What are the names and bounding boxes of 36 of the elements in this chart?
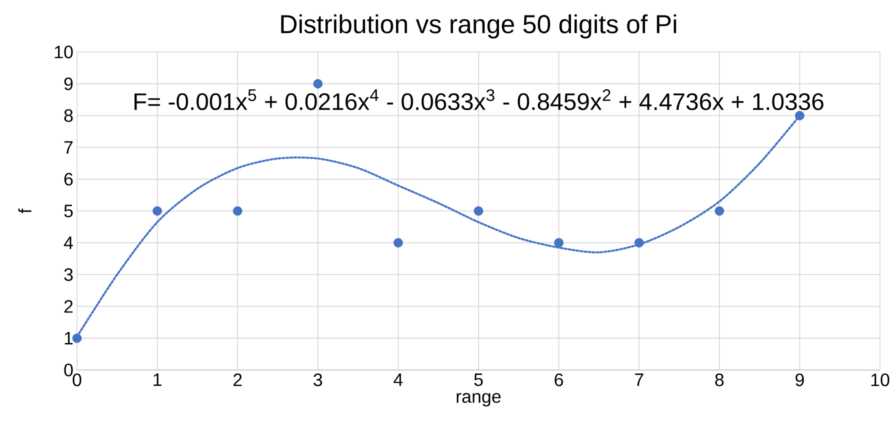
point	[72, 334, 82, 343]
point	[394, 238, 403, 248]
x-tick-label: 5	[474, 374, 483, 386]
y-tick-label: 2	[64, 300, 73, 313]
x-tick-label: 1	[154, 374, 162, 386]
x-axis-title: range	[456, 393, 501, 406]
y-tick-label: 9	[64, 77, 73, 90]
point	[714, 206, 724, 216]
x-tick-label: 9	[796, 374, 804, 386]
x-tick-label: 0	[72, 374, 82, 386]
y-tick-label: 4	[64, 236, 73, 249]
y-tick-label: 3	[64, 268, 73, 281]
point	[232, 206, 242, 216]
point	[795, 110, 804, 120]
point	[313, 79, 323, 88]
y-tick-label: 6	[64, 172, 73, 186]
y-tick-label: 1	[64, 332, 73, 344]
point	[152, 206, 162, 216]
y-tick-label: 8	[64, 109, 73, 122]
x-tick-label: 3	[314, 374, 322, 386]
x-tick-label: 4	[394, 374, 403, 386]
y-tick-label: 5	[64, 204, 73, 218]
x-tick-label: 2	[234, 374, 242, 386]
x-tick-label: 7	[635, 374, 644, 386]
y-tick-label: 7	[64, 141, 73, 154]
y-tick-label: 10	[54, 46, 73, 58]
chart-title: Distribution vs range 50 digits of Pi	[281, 14, 676, 38]
x-tick-label: 8	[715, 374, 724, 386]
point	[474, 206, 484, 216]
y-axis-title: f	[18, 208, 32, 214]
text: F= -0.001x$^{5}$ + 0.0216x$^{4}$ - 0.0633x$^{3}$ - 0.8459x$^{2}$ + 4.4736x + 1.0336	[134, 89, 824, 110]
x-tick-label: 10	[871, 374, 890, 386]
x-tick-label: 6	[554, 374, 564, 386]
y-tick-label: 0	[64, 364, 73, 376]
point	[634, 238, 644, 248]
point	[554, 238, 564, 248]
